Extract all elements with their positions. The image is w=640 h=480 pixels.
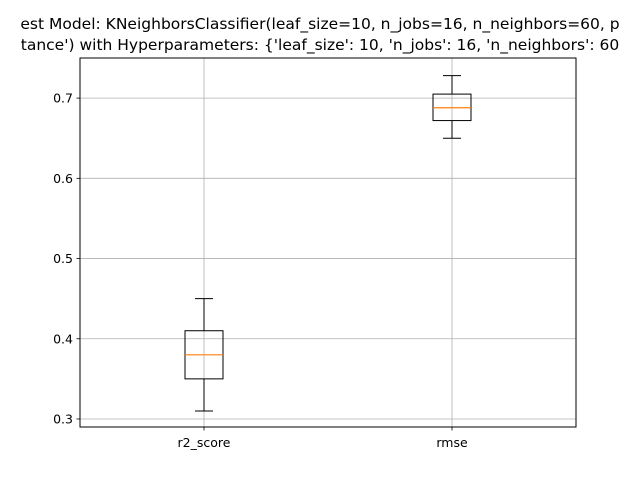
- chart-title-line-2: tance') with Hyperparameters: {'leaf_siz…: [21, 36, 619, 55]
- y-tick-label: 0.6: [53, 171, 73, 186]
- y-tick-label: 0.5: [53, 251, 73, 266]
- x-tick-label-r2-score: r2_score: [178, 435, 231, 450]
- box-rmse: [432, 75, 472, 139]
- box-r2-score: [184, 298, 224, 412]
- axes-frame: [79, 57, 577, 428]
- x-tick-label-rmse: rmse: [436, 435, 468, 450]
- axis-ticks: 0.3 0.4 0.5 0.6 0.7 r2_score rmse: [53, 91, 468, 450]
- y-tick-label: 0.7: [53, 91, 73, 106]
- y-tick-label: 0.4: [53, 331, 73, 346]
- grid-lines: [80, 58, 576, 427]
- chart-title-line-1: est Model: KNeighborsClassifier(leaf_siz…: [20, 15, 619, 34]
- boxes: [184, 75, 472, 412]
- y-tick-label: 0.3: [53, 411, 73, 426]
